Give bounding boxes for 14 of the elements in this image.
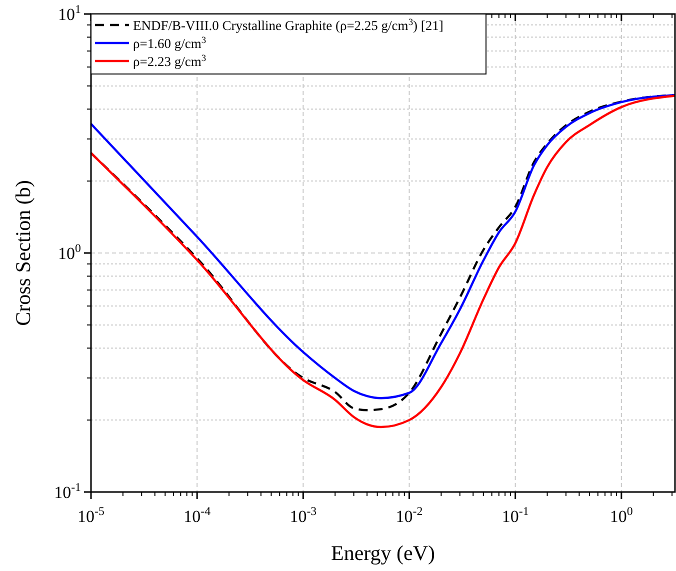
legend-label: ρ=2.23 g/cm$^{3}$ — [133, 54, 206, 69]
y-tick-label: 10$^{0}$ — [58, 241, 82, 263]
legend-label: ENDF/B-VIII.0 Crystalline Graphite (ρ=2.25 g/cm$^{3}$) [21] — [133, 18, 444, 33]
x-tick-label: 10$^{-5}$ — [78, 504, 105, 526]
x-tick-label: 10$^{-1}$ — [502, 504, 529, 526]
legend-label: ρ=1.60 g/cm$^{3}$ — [133, 36, 206, 51]
x-tick-label: 10$^{0}$ — [610, 504, 633, 526]
x-tick-label: 10$^{-2}$ — [396, 504, 423, 526]
x-tick-label: 10$^{-4}$ — [184, 504, 211, 526]
y-axis-title: Cross Section (b) — [11, 180, 35, 326]
y-tick-label: 10$^{-1}$ — [54, 480, 82, 502]
x-axis-title: Energy (eV) — [331, 541, 435, 565]
y-tick-label: 10$^{1}$ — [58, 2, 82, 24]
x-tick-label: 10$^{-3}$ — [290, 504, 317, 526]
